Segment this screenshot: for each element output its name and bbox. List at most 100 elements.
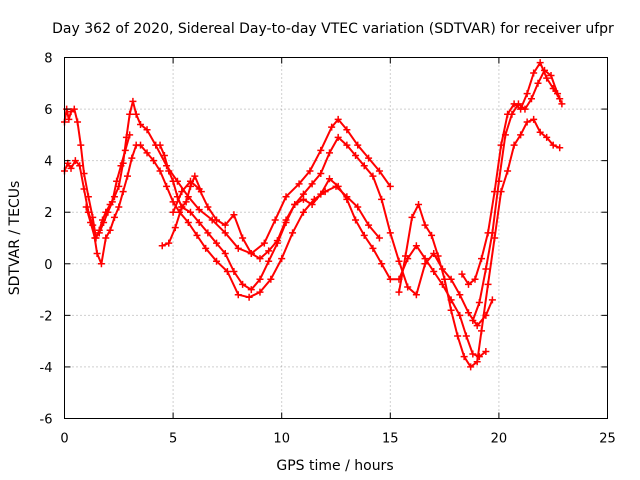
x-tick-label: 20 bbox=[491, 432, 508, 447]
data-point-marker bbox=[530, 69, 538, 77]
series-track-E bbox=[395, 115, 564, 371]
data-point-marker bbox=[510, 141, 518, 149]
data-point-marker bbox=[447, 306, 455, 314]
x-tick-label: 25 bbox=[599, 432, 616, 447]
data-point-marker bbox=[71, 157, 79, 165]
data-point-marker bbox=[295, 180, 303, 188]
x-tick-label: 15 bbox=[382, 432, 399, 447]
data-point-marker bbox=[91, 234, 99, 242]
data-point-marker bbox=[221, 229, 229, 237]
data-point-marker bbox=[478, 255, 486, 263]
data-point-marker bbox=[317, 146, 325, 154]
data-point-marker bbox=[369, 244, 377, 252]
data-point-marker bbox=[169, 198, 177, 206]
data-point-marker bbox=[497, 188, 505, 196]
data-point-marker bbox=[267, 275, 275, 283]
data-point-marker bbox=[282, 216, 290, 224]
data-point-marker bbox=[469, 350, 477, 358]
data-point-marker bbox=[412, 242, 420, 250]
data-point-marker bbox=[556, 144, 564, 152]
data-point-marker bbox=[204, 203, 212, 211]
data-point-marker bbox=[273, 237, 281, 245]
series-line bbox=[161, 177, 487, 358]
data-point-marker bbox=[156, 167, 164, 175]
data-point-marker bbox=[517, 131, 525, 139]
data-point-marker bbox=[456, 311, 464, 319]
data-point-marker bbox=[67, 164, 75, 172]
data-point-marker bbox=[369, 172, 377, 180]
data-point-marker bbox=[169, 177, 177, 185]
data-point-marker bbox=[289, 229, 297, 237]
data-point-marker bbox=[160, 151, 168, 159]
data-point-marker bbox=[386, 229, 394, 237]
x-tick-label: 10 bbox=[273, 432, 290, 447]
data-point-marker bbox=[478, 327, 486, 335]
data-point-marker bbox=[308, 180, 316, 188]
data-point-marker bbox=[354, 203, 362, 211]
data-point-marker bbox=[123, 172, 131, 180]
data-point-marker bbox=[354, 141, 362, 149]
data-point-marker bbox=[365, 221, 373, 229]
data-point-marker bbox=[129, 97, 137, 105]
data-point-marker bbox=[102, 234, 110, 242]
data-point-marker bbox=[488, 296, 496, 304]
data-point-marker bbox=[184, 219, 192, 227]
data-point-marker bbox=[495, 177, 503, 185]
data-point-marker bbox=[87, 219, 95, 227]
data-point-marker bbox=[421, 260, 429, 268]
data-point-marker bbox=[306, 167, 314, 175]
data-point-marker bbox=[428, 231, 436, 239]
data-point-marker bbox=[150, 157, 158, 165]
data-point-marker bbox=[191, 172, 199, 180]
data-point-marker bbox=[182, 198, 190, 206]
data-point-marker bbox=[76, 162, 84, 170]
data-point-marker bbox=[173, 193, 181, 201]
data-point-marker bbox=[523, 90, 531, 98]
data-point-marker bbox=[549, 141, 557, 149]
data-point-marker bbox=[137, 141, 145, 149]
data-point-marker bbox=[395, 288, 403, 296]
data-point-marker bbox=[334, 115, 342, 123]
data-point-marker bbox=[473, 358, 481, 366]
data-point-marker bbox=[554, 90, 562, 98]
data-point-marker bbox=[113, 177, 121, 185]
data-point-marker bbox=[412, 291, 420, 299]
data-point-marker bbox=[395, 257, 403, 265]
data-point-marker bbox=[469, 317, 477, 325]
data-point-marker bbox=[169, 208, 177, 216]
data-point-marker bbox=[128, 154, 136, 162]
x-axis-label: GPS time / hours bbox=[276, 458, 393, 474]
data-point-marker bbox=[80, 185, 88, 193]
data-point-marker bbox=[223, 268, 231, 276]
data-point-marker bbox=[456, 291, 464, 299]
data-point-marker bbox=[454, 332, 462, 340]
x-tick-label: 5 bbox=[169, 432, 177, 447]
data-point-marker bbox=[536, 59, 544, 67]
data-point-marker bbox=[230, 268, 238, 276]
data-point-marker bbox=[195, 219, 203, 227]
data-point-marker bbox=[475, 298, 483, 306]
plot-frame bbox=[64, 57, 608, 419]
data-point-marker bbox=[328, 123, 336, 131]
data-point-marker bbox=[523, 118, 531, 126]
x-tick-label: 0 bbox=[60, 432, 68, 447]
data-point-marker bbox=[121, 146, 129, 154]
data-point-marker bbox=[378, 195, 386, 203]
data-point-marker bbox=[408, 213, 416, 221]
chart-title: Day 362 of 2020, Sidereal Day-to-day VTE… bbox=[52, 21, 614, 37]
data-point-marker bbox=[165, 167, 173, 175]
data-point-marker bbox=[119, 188, 127, 196]
data-point-marker bbox=[541, 66, 549, 74]
data-point-marker bbox=[115, 203, 123, 211]
y-tick-label: 2 bbox=[44, 206, 52, 221]
data-point-marker bbox=[464, 309, 472, 317]
data-point-marker bbox=[508, 110, 516, 118]
data-point-marker bbox=[256, 275, 264, 283]
data-point-marker bbox=[74, 118, 82, 126]
data-point-marker bbox=[234, 291, 242, 299]
data-point-marker bbox=[360, 231, 368, 239]
data-point-marker bbox=[97, 260, 105, 268]
data-point-marker bbox=[265, 247, 273, 255]
data-point-marker bbox=[186, 182, 194, 190]
